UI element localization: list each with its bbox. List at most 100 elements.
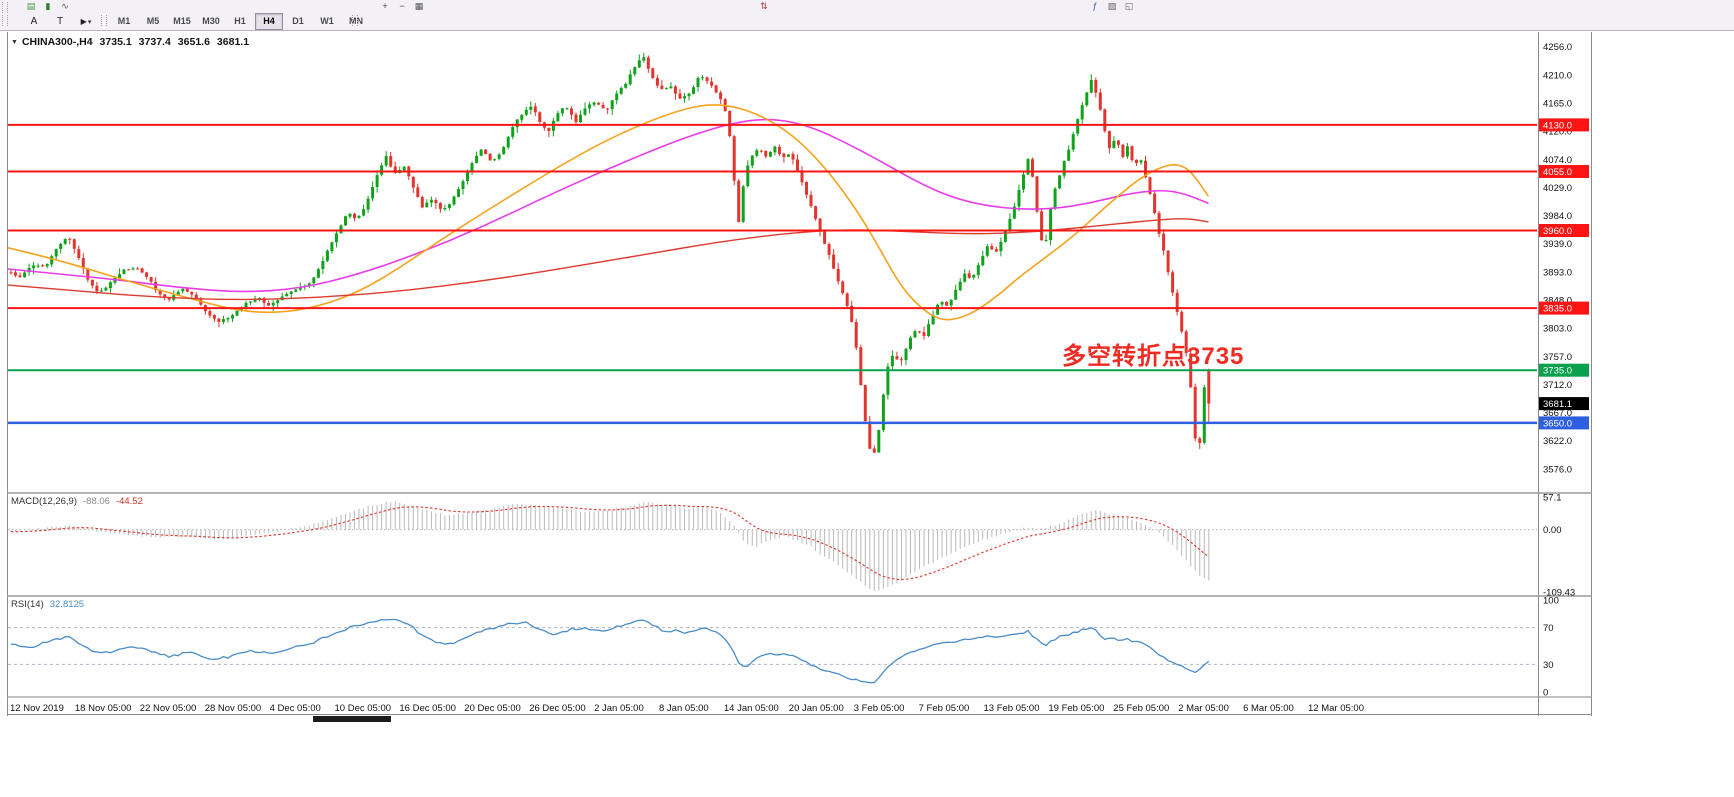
price-badge-3735.0: 3735.0: [1539, 363, 1589, 377]
timeframe-button-w1[interactable]: W1: [320, 16, 334, 26]
candle-body: [249, 301, 253, 303]
candle-body: [1184, 331, 1188, 354]
zoom-out-icon[interactable]: −: [399, 1, 405, 11]
candle-body: [556, 113, 560, 122]
timeframe-button-m1[interactable]: M1: [117, 16, 131, 26]
candle-body: [1022, 174, 1025, 190]
candle-body: [511, 127, 515, 137]
candle-body: [506, 136, 510, 148]
candle-body: [212, 315, 216, 319]
price-badge-3960.0: 3960.0: [1539, 224, 1589, 237]
candle-body: [244, 303, 248, 308]
candle-body: [981, 255, 985, 266]
candle-body: [940, 302, 944, 305]
toolbar-grip[interactable]: [2, 15, 8, 26]
candle-body: [646, 57, 650, 69]
candle-body: [574, 114, 578, 123]
bottom-dark-strip: [313, 716, 391, 722]
candle-body: [330, 242, 334, 251]
candle-body: [927, 324, 931, 336]
toolbar-row-icons: ▤ ▮ ∿ + − ▦ ⇅ ƒ ▧ ◱: [0, 0, 1734, 13]
candle-body: [443, 208, 447, 210]
candle-body: [271, 302, 275, 306]
candle-body: [475, 155, 479, 163]
candle-body: [759, 150, 763, 152]
candle-body: [832, 254, 836, 269]
candle-body: [285, 294, 289, 297]
candle-body: [1162, 233, 1166, 251]
price-axis-label: 3757.0: [1543, 352, 1572, 363]
timeframe-button-mn[interactable]: MN: [349, 16, 363, 26]
new-order-icon[interactable]: ⇅: [760, 1, 768, 11]
candle-body: [701, 77, 705, 79]
candle-body: [194, 294, 198, 299]
candle-body: [909, 337, 912, 350]
time-axis-label: 18 Nov 05:00: [75, 703, 132, 714]
timeframe-button-m5[interactable]: M5: [146, 16, 160, 26]
candle-body: [1166, 250, 1170, 273]
line-chart-icon[interactable]: ∿: [61, 1, 69, 11]
candle-body: [696, 78, 700, 87]
chart-canvas[interactable]: 4256.0 4210.0 4165.0 4120.0 4074.0 4029.0 3984…: [0, 32, 1734, 716]
candle-body: [1121, 144, 1125, 157]
candle-body: [1103, 109, 1107, 132]
timeframe-button-h1[interactable]: H1: [234, 16, 246, 26]
fullscreen-icon[interactable]: ◱: [1124, 1, 1134, 11]
candle-body: [18, 275, 22, 278]
candle-body: [9, 272, 13, 274]
indicators-icon[interactable]: ƒ: [1092, 1, 1098, 11]
price-axis-label: 3576.0: [1543, 464, 1572, 475]
candle-body: [145, 272, 149, 277]
candle-body: [524, 109, 528, 115]
candle-body: [438, 203, 442, 209]
candle-body: [429, 199, 433, 203]
candle-body: [890, 355, 894, 367]
candlestick-chart-icon[interactable]: ▮: [45, 1, 51, 11]
text-label-tool-button[interactable]: A: [30, 16, 38, 27]
text-tool-button[interactable]: T: [56, 16, 64, 27]
price-badge-4055.0: 4055.0: [1539, 165, 1589, 178]
timeframe-button-m15[interactable]: M15: [173, 16, 191, 26]
zoom-in-icon[interactable]: +: [382, 1, 388, 11]
candle-body: [393, 166, 397, 173]
toolbar-grip[interactable]: [352, 15, 358, 26]
candle-body: [59, 243, 63, 249]
candle-body: [827, 244, 831, 255]
templates-icon[interactable]: ▧: [1107, 1, 1117, 11]
macd-signal-line: [11, 504, 1210, 581]
candle-body: [823, 231, 827, 244]
candle-body: [1067, 149, 1071, 161]
time-axis-label: 10 Dec 05:00: [335, 703, 392, 714]
timeframe-button-m30[interactable]: M30: [202, 16, 220, 26]
candle-body: [628, 74, 632, 85]
chart-collapse-icon[interactable]: ▼: [11, 39, 18, 46]
candle-body: [1135, 159, 1138, 163]
toolbar-grip[interactable]: [101, 15, 107, 26]
price-axis-label: 4256.0: [1543, 42, 1572, 53]
candle-body: [936, 304, 940, 315]
candle-body: [362, 209, 366, 216]
chart-text-annotation[interactable]: 多空转折点3735: [1062, 343, 1245, 370]
candle-body: [497, 154, 501, 159]
timeframe-button-h4[interactable]: H4: [255, 13, 283, 30]
candle-body: [235, 310, 239, 316]
tile-windows-icon[interactable]: ▦: [414, 1, 424, 11]
cursor-tool-button[interactable]: ▶▾: [74, 13, 98, 30]
candle-body: [1071, 134, 1075, 150]
timeframe-button-d1[interactable]: D1: [292, 16, 304, 26]
bar-chart-icon[interactable]: ▤: [26, 1, 36, 11]
candle-body: [588, 104, 592, 109]
time-axis-label: 13 Feb 05:00: [984, 703, 1040, 714]
price-axis-label: 4029.0: [1543, 183, 1572, 194]
candle-body: [176, 291, 180, 296]
time-axis-label: 7 Feb 05:00: [919, 703, 970, 714]
toolbar-grip[interactable]: [2, 2, 8, 13]
time-axis-label: 14 Jan 05:00: [724, 703, 779, 714]
candle-body: [954, 289, 958, 300]
candle-body: [678, 93, 682, 99]
candle-body: [782, 153, 786, 158]
candle-body: [805, 182, 808, 195]
candle-body: [570, 108, 573, 115]
candle-body: [294, 289, 298, 292]
